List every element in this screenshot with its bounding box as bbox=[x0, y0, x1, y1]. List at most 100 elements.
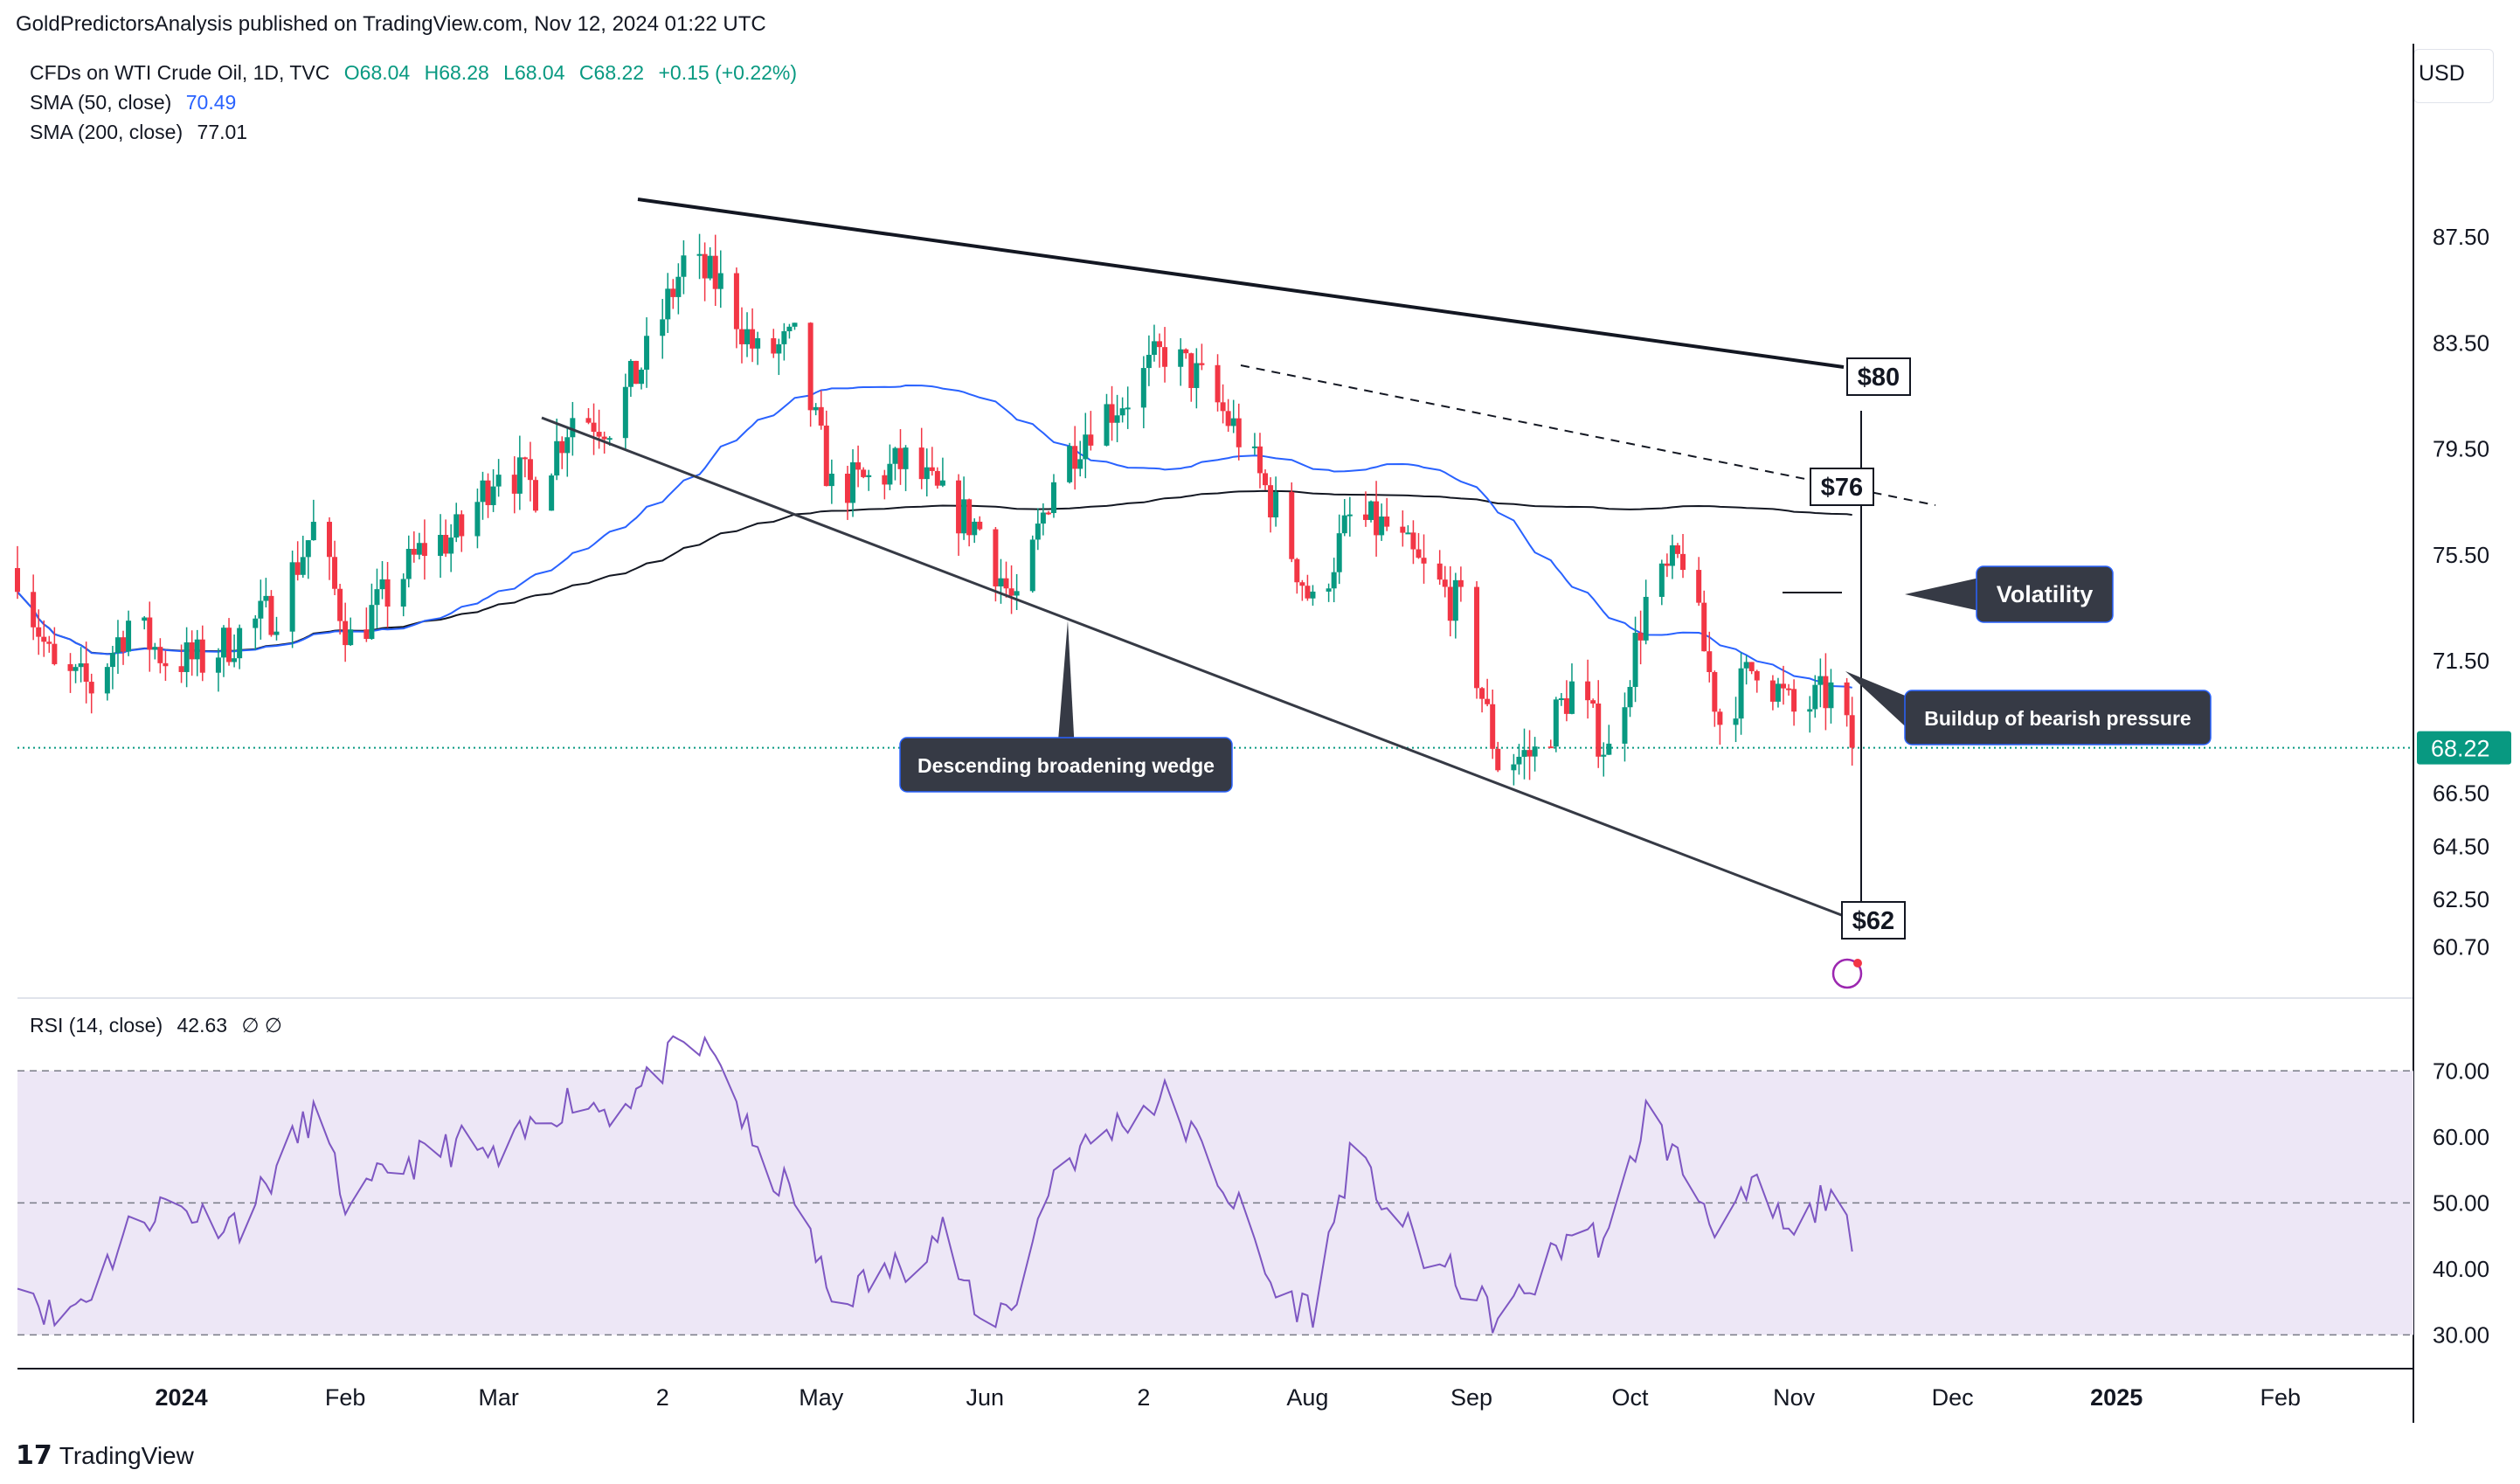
candle-body bbox=[1410, 532, 1416, 550]
candle-body bbox=[31, 592, 37, 628]
candle-body bbox=[126, 621, 132, 652]
bearish-callout-text: Buildup of bearish pressure bbox=[1924, 707, 2191, 730]
wedge-callout-text: Descending broadening wedge bbox=[917, 754, 1215, 777]
candle-body bbox=[993, 529, 999, 586]
candle-body bbox=[939, 480, 945, 486]
candle-body bbox=[1008, 588, 1014, 596]
candle-body bbox=[1807, 709, 1813, 712]
candle-body bbox=[1119, 408, 1125, 416]
candle-body bbox=[675, 276, 682, 297]
candle-body bbox=[1225, 411, 1231, 426]
sma50-path bbox=[17, 384, 1852, 689]
candle-body bbox=[1374, 501, 1380, 536]
candle-body bbox=[1712, 672, 1718, 712]
candle-body bbox=[882, 475, 888, 485]
candle-body bbox=[485, 480, 491, 505]
candle-body bbox=[596, 432, 602, 437]
candle-body bbox=[1733, 718, 1739, 725]
candle-body bbox=[1067, 446, 1073, 482]
candle-body bbox=[1606, 743, 1612, 755]
candle-body bbox=[1511, 764, 1517, 771]
candle-body bbox=[1844, 682, 1850, 716]
candle-body bbox=[183, 642, 190, 672]
candle-body bbox=[152, 647, 158, 650]
close-value: C68.22 bbox=[578, 61, 645, 84]
candle-body bbox=[1442, 579, 1448, 587]
candle-body bbox=[1696, 570, 1702, 603]
candle-body bbox=[1040, 512, 1046, 524]
candle-body bbox=[232, 658, 238, 662]
candle-body bbox=[237, 628, 243, 659]
candle-body bbox=[1146, 354, 1152, 369]
candle-body bbox=[337, 588, 343, 621]
candle-body bbox=[1479, 688, 1485, 699]
candle-body bbox=[114, 637, 121, 654]
candle-body bbox=[1421, 558, 1427, 564]
time-tick-label: 2025 bbox=[2090, 1384, 2143, 1411]
candle-body bbox=[253, 618, 259, 628]
rsi-legend[interactable]: RSI (14, close) 42.63 ∅ ∅ bbox=[30, 1014, 291, 1037]
candle-body bbox=[549, 475, 555, 511]
candle-body bbox=[570, 418, 576, 438]
candle-body bbox=[522, 457, 528, 460]
candle-body bbox=[606, 438, 613, 440]
candles bbox=[15, 233, 1855, 786]
candle-body bbox=[564, 437, 571, 454]
candle-body bbox=[374, 589, 380, 606]
candle-body bbox=[1151, 341, 1157, 355]
candle-body bbox=[268, 595, 274, 635]
candle-body bbox=[866, 475, 872, 477]
candle-body bbox=[665, 288, 671, 320]
candle-body bbox=[1305, 586, 1311, 599]
publisher-caption: GoldPredictorsAnalysis published on Trad… bbox=[16, 12, 766, 36]
price-tick-label: 75.50 bbox=[2433, 542, 2489, 568]
candle-body bbox=[1362, 514, 1368, 520]
bearish-callout-box bbox=[1904, 690, 2212, 745]
candle-body bbox=[1104, 404, 1110, 446]
wedge-upper-line bbox=[637, 198, 1845, 369]
candle-body bbox=[1088, 434, 1094, 446]
candle-body bbox=[1405, 532, 1411, 535]
last-price-tag bbox=[2417, 731, 2511, 765]
candle-body bbox=[400, 579, 406, 607]
candle-body bbox=[273, 631, 280, 635]
candle-body bbox=[977, 521, 983, 530]
candle-body bbox=[453, 514, 460, 538]
candle-body bbox=[1707, 651, 1713, 673]
price-tick-label: 60.70 bbox=[2433, 934, 2489, 960]
tradingview-logo[interactable]: 𝟭𝟳 TradingView bbox=[16, 1440, 194, 1471]
symbol-legend[interactable]: CFDs on WTI Crude Oil, 1D, TVC O68.04 H6… bbox=[30, 61, 806, 85]
candle-body bbox=[1485, 698, 1491, 704]
candle-body bbox=[1791, 689, 1797, 712]
candle-body bbox=[1532, 746, 1538, 757]
sma50-legend[interactable]: SMA (50, close) 70.49 bbox=[30, 91, 245, 114]
candle-body bbox=[1199, 363, 1205, 365]
candle-body bbox=[15, 568, 20, 593]
candle-body bbox=[1748, 662, 1755, 671]
candle-body bbox=[310, 522, 316, 541]
candle-body bbox=[1347, 514, 1353, 517]
candle-body bbox=[1310, 591, 1316, 599]
annotations: Descending broadening wedge Volatility Bui… bbox=[899, 357, 2212, 989]
candle-body bbox=[1156, 341, 1162, 348]
candle-body bbox=[1268, 485, 1274, 517]
candle-body bbox=[670, 288, 676, 297]
low-value: L68.04 bbox=[503, 61, 565, 84]
candle-body bbox=[733, 273, 739, 329]
candle-body bbox=[1664, 563, 1670, 566]
candle-body bbox=[384, 579, 391, 607]
candle-body bbox=[448, 537, 454, 554]
time-tick-label: 2 bbox=[656, 1384, 669, 1411]
rsi-tick-label: 40.00 bbox=[2433, 1256, 2489, 1282]
candle-body bbox=[495, 475, 502, 487]
sma200-label: SMA (200, close) bbox=[30, 121, 183, 143]
sma200-legend[interactable]: SMA (200, close) 77.01 bbox=[30, 121, 256, 144]
candle-body bbox=[792, 322, 798, 327]
candle-body bbox=[1738, 668, 1744, 719]
rsi-tick-label: 50.00 bbox=[2433, 1189, 2489, 1216]
candle-body bbox=[1490, 704, 1496, 749]
candle-body bbox=[1183, 349, 1189, 354]
time-tick-label: Sep bbox=[1450, 1384, 1492, 1411]
price-tick-label: 83.50 bbox=[2433, 329, 2489, 356]
